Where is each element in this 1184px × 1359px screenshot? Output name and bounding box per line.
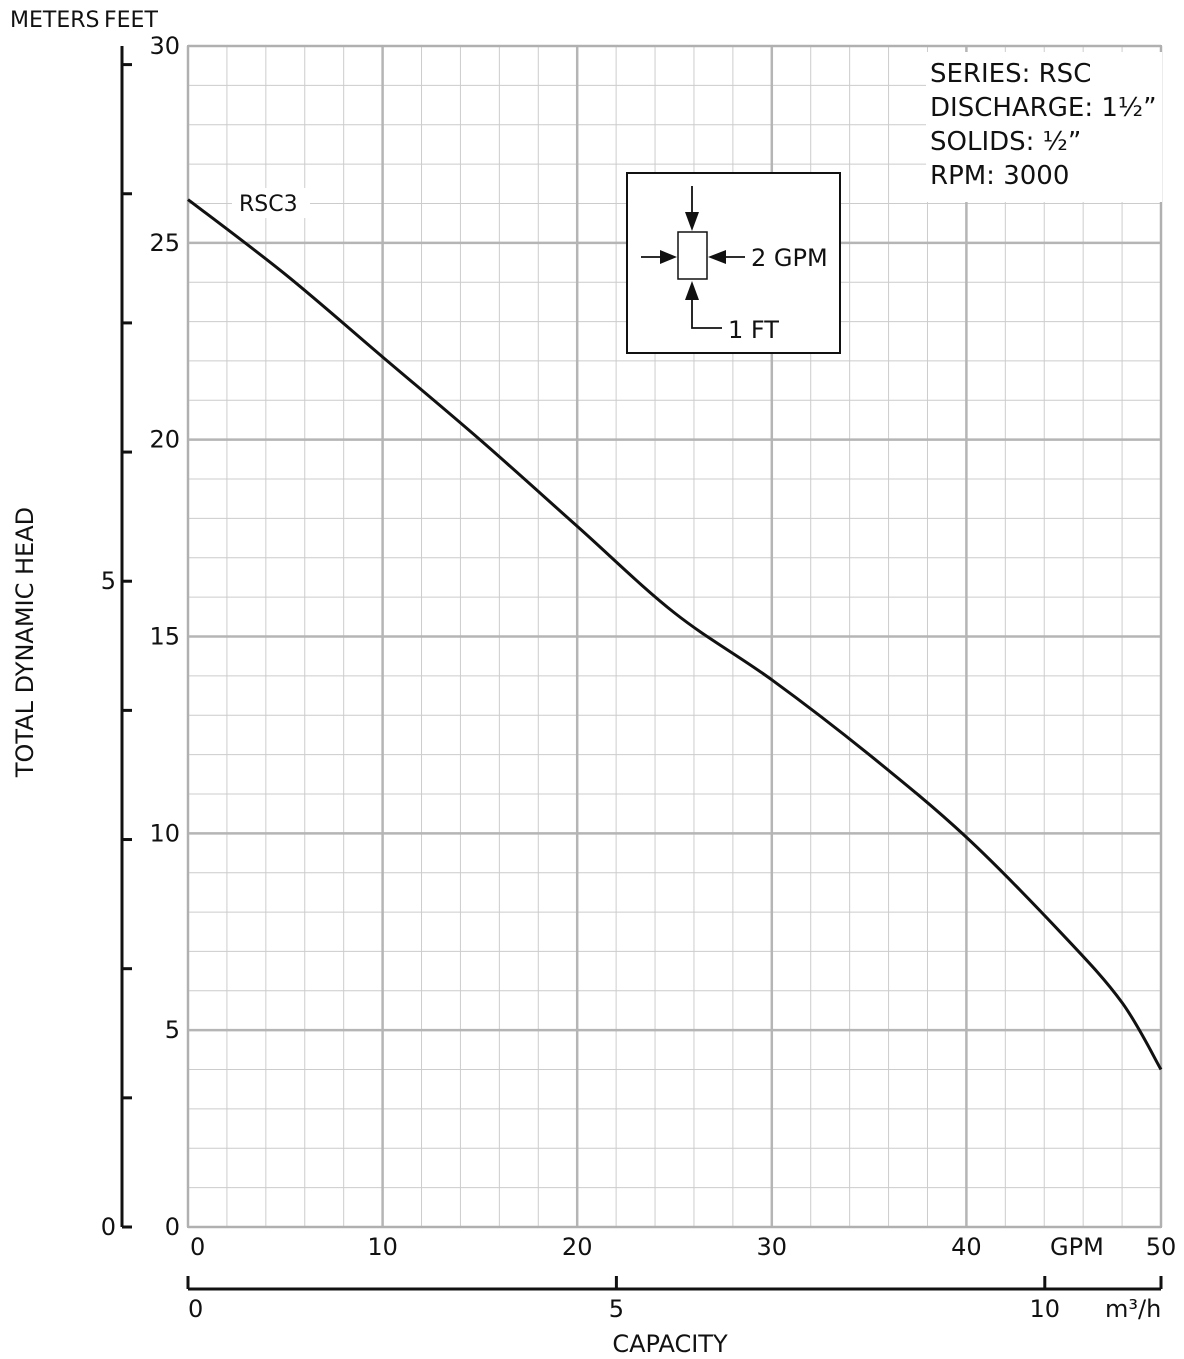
plot-border: [187, 45, 1162, 1228]
gpm-tick-label: 0: [190, 1233, 205, 1261]
feet-tick-label: 25: [149, 229, 180, 257]
gpm-tick-label: 10: [367, 1233, 398, 1261]
feet-tick-label: 5: [165, 1016, 180, 1044]
gpm-unit-label: GPM: [1050, 1233, 1104, 1261]
scale-cell: [677, 231, 708, 280]
gpm-tick-label: 30: [757, 1233, 788, 1261]
m3h-tick-label: 5: [609, 1295, 624, 1323]
feet-tick-label: 15: [149, 623, 180, 651]
info-rpm: RPM: 3000: [930, 161, 1069, 191]
meters-tick-label: 5: [101, 567, 116, 595]
scale-v-label: 1 FT: [728, 316, 779, 344]
arrow-left-icon: [708, 250, 726, 264]
m3h-axis: 0 5 10: [186, 1276, 1163, 1323]
arrow-up-icon: [685, 281, 699, 300]
gpm-tick-label: 20: [562, 1233, 593, 1261]
meters-tick-label: 0: [101, 1213, 116, 1241]
feet-unit-label: FEET: [104, 8, 158, 33]
meters-axis: 05: [101, 46, 132, 1241]
info-box-background: [926, 52, 1162, 202]
series-label-rsc3: RSC3: [239, 192, 298, 217]
m3h-unit-label: m³/h: [1105, 1295, 1161, 1323]
scale-legend-frame: [626, 172, 841, 354]
y-axis-title: TOTAL DYNAMIC HEAD: [11, 507, 39, 778]
series-label-background: [232, 188, 310, 218]
m3h-tick-label: 0: [188, 1295, 203, 1323]
arrow-right-icon: [660, 250, 677, 264]
gpm-axis-ticks: 0 10 20 30 40 50: [190, 1233, 1176, 1261]
info-solids: SOLIDS: ½”: [930, 127, 1081, 157]
scale-h-label: 2 GPM: [751, 244, 828, 272]
meters-unit-label: METERS: [10, 8, 99, 33]
feet-tick-label: 30: [149, 32, 180, 60]
scale-legend-box: 2 GPM 1 FT: [626, 172, 841, 354]
x-axis-title: CAPACITY: [612, 1330, 728, 1358]
feet-axis-ticks: 0 5 10 15 20 25 30: [149, 32, 180, 1241]
m3h-tick-label: 10: [1030, 1295, 1061, 1323]
feet-tick-label: 20: [149, 426, 180, 454]
gpm-tick-label: 50: [1146, 1233, 1177, 1261]
feet-tick-label: 0: [165, 1213, 180, 1241]
gpm-tick-label: 40: [951, 1233, 982, 1261]
info-discharge: DISCHARGE: 1½”: [930, 93, 1157, 123]
arrow-down-icon: [685, 212, 699, 231]
series-line-rsc3: [187, 198, 1163, 1071]
feet-tick-label: 10: [149, 819, 180, 847]
info-series: SERIES: RSC: [930, 59, 1091, 89]
